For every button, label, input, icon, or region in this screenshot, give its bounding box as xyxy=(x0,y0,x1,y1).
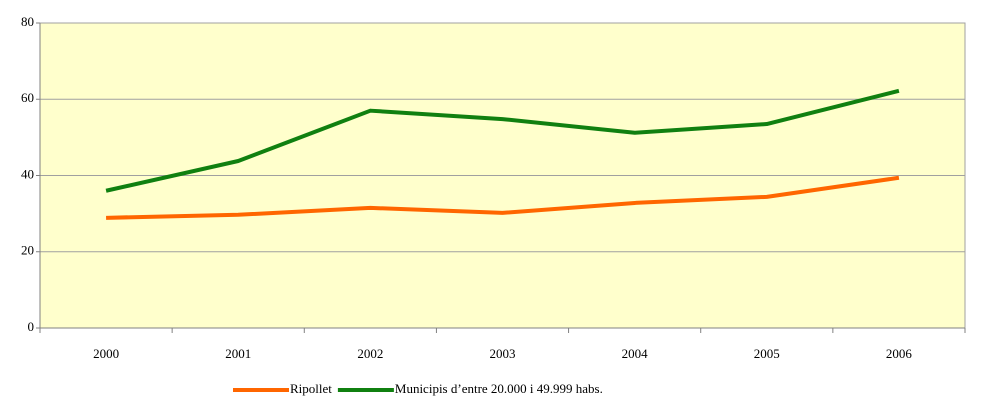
legend-label: Ripollet xyxy=(290,381,332,396)
y-tick-label: 40 xyxy=(21,166,34,181)
x-tick-label: 2006 xyxy=(886,346,913,361)
x-tick-label: 2005 xyxy=(754,346,780,361)
y-tick-label: 0 xyxy=(28,319,35,334)
line-series xyxy=(106,175,900,220)
y-tick-label: 20 xyxy=(21,243,34,258)
x-tick-label: 2003 xyxy=(490,346,516,361)
legend-label: Municipis d’entre 20.000 i 49.999 habs. xyxy=(395,381,603,396)
line-series xyxy=(105,88,900,193)
x-tick-label: 2004 xyxy=(622,346,649,361)
y-tick-label: 80 xyxy=(21,14,34,29)
x-tick-label: 2000 xyxy=(93,346,119,361)
y-tick-label: 60 xyxy=(21,90,34,105)
x-tick-label: 2001 xyxy=(225,346,251,361)
x-tick-label: 2002 xyxy=(357,346,383,361)
